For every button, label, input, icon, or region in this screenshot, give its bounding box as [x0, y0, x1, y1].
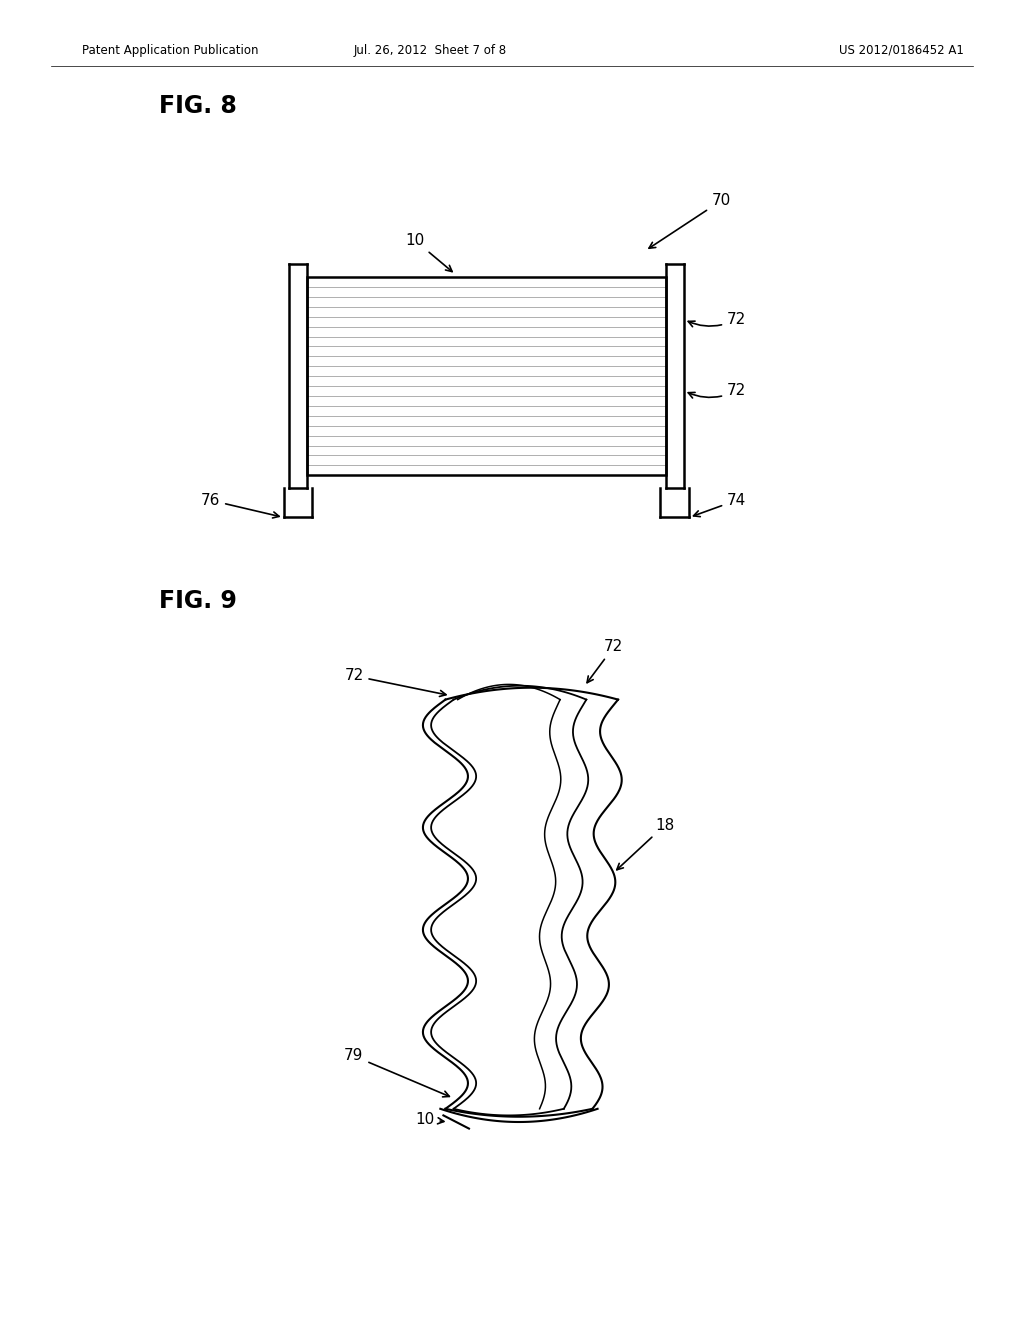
Text: Patent Application Publication: Patent Application Publication — [82, 44, 258, 57]
Text: 76: 76 — [201, 492, 280, 517]
Text: US 2012/0186452 A1: US 2012/0186452 A1 — [839, 44, 964, 57]
Text: 79: 79 — [344, 1048, 450, 1097]
Text: 74: 74 — [693, 492, 746, 516]
Text: 10: 10 — [406, 232, 453, 272]
Text: 70: 70 — [649, 193, 731, 248]
Text: 18: 18 — [616, 817, 675, 870]
Text: 72: 72 — [688, 312, 746, 327]
Text: FIG. 8: FIG. 8 — [159, 94, 237, 117]
Text: FIG. 9: FIG. 9 — [159, 589, 237, 612]
Text: Jul. 26, 2012  Sheet 7 of 8: Jul. 26, 2012 Sheet 7 of 8 — [353, 44, 507, 57]
Text: 72: 72 — [344, 668, 446, 697]
Text: 72: 72 — [688, 383, 746, 399]
Text: 72: 72 — [587, 639, 624, 682]
Text: 10: 10 — [416, 1111, 443, 1127]
